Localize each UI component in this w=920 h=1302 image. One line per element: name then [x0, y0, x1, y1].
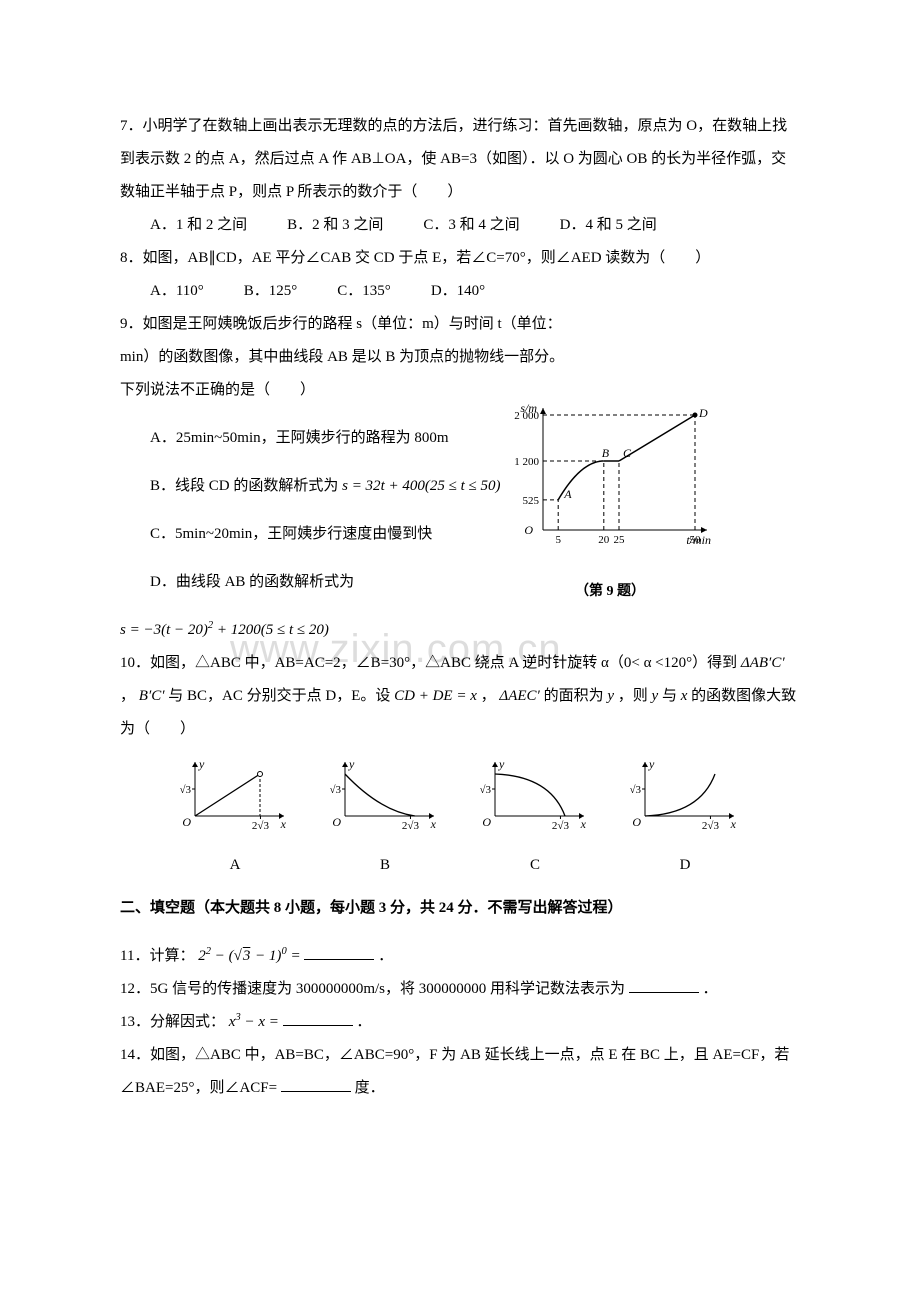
- q9-chart-svg: s/mt/minO5251 2002 0005202550ABCD: [505, 400, 715, 560]
- svg-text:50: 50: [690, 534, 702, 546]
- q8-opt-c: C．135°: [337, 275, 391, 308]
- svg-text:O: O: [632, 815, 641, 829]
- q10-t9: y: [607, 688, 614, 704]
- svg-text:2√3: 2√3: [252, 820, 270, 832]
- q14-text: 14．如图，△ABC 中，AB=BC，∠ABC=90°，F 为 AB 延长线上一…: [120, 1047, 789, 1096]
- q12: 12．5G 信号的传播速度为 300000000m/s，将 300000000 …: [120, 973, 800, 1006]
- svg-text:x: x: [430, 817, 437, 831]
- q13: 13．分解因式： x3 − x = ．: [120, 1006, 800, 1039]
- q10-t11: y: [652, 688, 659, 704]
- q11-expr: 22 − (√3 − 1)0 =: [198, 948, 304, 964]
- svg-text:A: A: [563, 487, 572, 501]
- q12-post: ．: [703, 981, 718, 997]
- q9-figure: s/mt/minO5251 2002 0005202550ABCD （第 9 题…: [500, 400, 720, 608]
- q10-t12: 与: [662, 688, 681, 704]
- q11-pre: 11．计算：: [120, 948, 194, 964]
- svg-text:5: 5: [555, 534, 561, 546]
- svg-text:2√3: 2√3: [552, 820, 570, 832]
- svg-text:D: D: [698, 406, 708, 420]
- q8-opt-d: D．140°: [431, 275, 485, 308]
- q10-chart-d-svg: y x O √3 2√3: [630, 756, 740, 836]
- q13-blank: [283, 1010, 353, 1026]
- svg-text:y: y: [348, 757, 355, 771]
- svg-text:O: O: [524, 523, 533, 537]
- svg-text:x: x: [280, 817, 287, 831]
- q10-t4: 与 BC，AC 分别交于点 D，E。设: [168, 688, 394, 704]
- q9-text: 9．如图是王阿姨晚饭后步行的路程 s（单位：m）与时间 t（单位：min）的函数…: [120, 308, 800, 407]
- svg-text:O: O: [182, 815, 191, 829]
- q7-opt-c: C．3 和 4 之间: [423, 209, 519, 242]
- q8-opt-b: B．125°: [244, 275, 298, 308]
- svg-text:√3: √3: [630, 784, 641, 796]
- q7-text: 7．小明学了在数轴上画出表示无理数的点的方法后，进行练习：首先画数轴，原点为 O…: [120, 110, 800, 209]
- q10-chart-a-label: A: [180, 849, 290, 882]
- svg-text:20: 20: [598, 534, 610, 546]
- q10-t7: ΔAEC′: [499, 688, 539, 704]
- q10-t10: ，则: [618, 688, 652, 704]
- svg-text:B: B: [602, 446, 610, 460]
- q7-opt-b: B．2 和 3 之间: [287, 209, 383, 242]
- q8-text: 8．如图，AB∥CD，AE 平分∠CAB 交 CD 于点 E，若∠C=70°，则…: [120, 242, 800, 275]
- q12-blank: [629, 977, 699, 993]
- svg-text:O: O: [482, 815, 491, 829]
- svg-text:525: 525: [523, 495, 540, 507]
- q10-chart-a-svg: y x O √3 2√3: [180, 756, 290, 836]
- q10-chart-a: y x O √3 2√3 A: [180, 756, 290, 882]
- q9-opt-b-pre: B．线段 CD 的函数解析式为: [150, 478, 342, 494]
- q8-opt-a: A．110°: [150, 275, 204, 308]
- q7-options: A．1 和 2 之间 B．2 和 3 之间 C．3 和 4 之间 D．4 和 5…: [120, 209, 800, 242]
- q10-t5: CD + DE = x: [394, 688, 477, 704]
- q13-expr: x3 − x =: [229, 1014, 283, 1030]
- page-content: 7．小明学了在数轴上画出表示无理数的点的方法后，进行练习：首先画数轴，原点为 O…: [120, 110, 800, 1105]
- q7-opt-a: A．1 和 2 之间: [150, 209, 247, 242]
- svg-text:√3: √3: [330, 784, 341, 796]
- q14-blank: [281, 1076, 351, 1092]
- q9-eq-d: s = −3(t − 20)2 + 1200(5 ≤ t ≤ 20): [120, 614, 800, 647]
- svg-text:√3: √3: [180, 784, 191, 796]
- q10-chart-c-label: C: [480, 849, 590, 882]
- svg-text:2 000: 2 000: [514, 410, 539, 422]
- q10-chart-b: y x O √3 2√3 B: [330, 756, 440, 882]
- q11-blank: [304, 944, 374, 960]
- q10-chart-d-label: D: [630, 849, 740, 882]
- q10-t13: x: [681, 688, 688, 704]
- svg-text:1 200: 1 200: [514, 456, 539, 468]
- q14: 14．如图，△ABC 中，AB=BC，∠ABC=90°，F 为 AB 延长线上一…: [120, 1039, 800, 1105]
- q8-options: A．110° B．125° C．135° D．140°: [120, 275, 800, 308]
- q11-post: ．: [378, 948, 393, 964]
- q10-chart-c-svg: y x O √3 2√3: [480, 756, 590, 836]
- q10-t3: B′C′: [139, 688, 165, 704]
- svg-text:2√3: 2√3: [402, 820, 420, 832]
- q10-text: 10．如图，△ABC 中，AB=AC=2，∠B=30°，△ABC 绕点 A 逆时…: [120, 647, 800, 746]
- q10-t1: ΔAB′C′: [741, 655, 785, 671]
- q9-figure-caption: （第 9 题）: [500, 577, 720, 608]
- q10-t6: ，: [481, 688, 496, 704]
- q10-chart-b-label: B: [330, 849, 440, 882]
- q10-t0: 10．如图，△ABC 中，AB=AC=2，∠B=30°，△ABC 绕点 A 逆时…: [120, 655, 741, 671]
- svg-text:O: O: [332, 815, 341, 829]
- q13-post: ．: [356, 1014, 371, 1030]
- svg-text:x: x: [730, 817, 737, 831]
- svg-text:√3: √3: [480, 784, 491, 796]
- q10-chart-d: y x O √3 2√3 D: [630, 756, 740, 882]
- q10-chart-c: y x O √3 2√3 C: [480, 756, 590, 882]
- svg-text:25: 25: [614, 534, 626, 546]
- q12-text: 12．5G 信号的传播速度为 300000000m/s，将 300000000 …: [120, 981, 625, 997]
- svg-text:y: y: [498, 757, 505, 771]
- q10-t2: ，: [120, 688, 135, 704]
- svg-text:y: y: [648, 757, 655, 771]
- q7-opt-d: D．4 和 5 之间: [560, 209, 657, 242]
- svg-text:x: x: [580, 817, 587, 831]
- svg-text:C: C: [623, 446, 632, 460]
- section2-title: 二、填空题（本大题共 8 小题，每小题 3 分，共 24 分．不需写出解答过程）: [120, 892, 800, 925]
- q13-pre: 13．分解因式：: [120, 1014, 225, 1030]
- q9-opt-b-eq: s = 32t + 400(25 ≤ t ≤ 50): [342, 478, 500, 494]
- svg-text:2√3: 2√3: [702, 820, 720, 832]
- q11: 11．计算： 22 − (√3 − 1)0 = ．: [120, 940, 800, 973]
- svg-text:y: y: [198, 757, 205, 771]
- q10-chart-b-svg: y x O √3 2√3: [330, 756, 440, 836]
- q14-unit: 度．: [355, 1080, 385, 1096]
- q10-t8: 的面积为: [544, 688, 608, 704]
- q10-charts: y x O √3 2√3 A y x O √3 2√3 B y x O √3 2√3 C y x O √3 2√…: [160, 756, 760, 882]
